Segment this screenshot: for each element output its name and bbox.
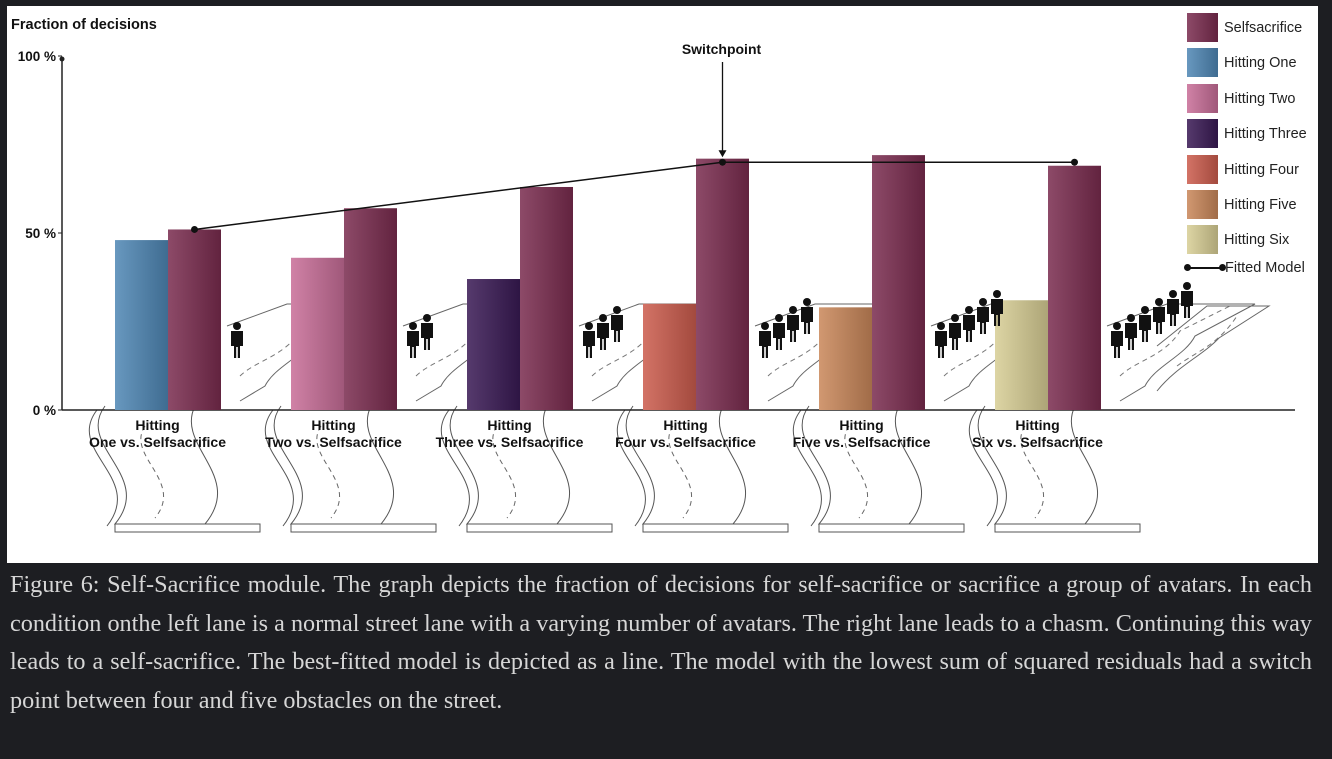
hitting-bar	[819, 307, 872, 410]
fitted-model-line: Switchpoint	[191, 41, 1078, 233]
avatar-group	[759, 298, 813, 358]
legend-item: Hitting Four	[1187, 152, 1318, 187]
legend-label: Fitted Model	[1225, 259, 1305, 276]
avatar-icon	[421, 314, 433, 350]
y-axis-label: Fraction of decisions	[11, 17, 157, 33]
chart-bars	[115, 155, 1101, 410]
avatar-icon	[991, 290, 1003, 326]
hitting-bar	[467, 279, 520, 410]
legend-swatch	[1187, 13, 1218, 42]
avatar-icon	[583, 322, 595, 358]
avatar-icon	[759, 322, 771, 358]
legend-swatch	[1187, 154, 1218, 184]
avatar-icon	[597, 314, 609, 350]
selfsacrifice-bar	[1048, 165, 1101, 410]
avatar-icon	[801, 298, 813, 334]
legend-label: Hitting Five	[1224, 196, 1297, 213]
avatar-icon	[949, 314, 961, 350]
legend-label: Selfsacrifice	[1224, 20, 1303, 36]
avatar-icon	[1125, 314, 1137, 350]
hitting-bar	[291, 257, 344, 410]
legend-swatch	[1187, 83, 1218, 113]
legend-item: Hitting Five	[1187, 187, 1318, 222]
category-label: Hitting Six vs. Selfsacrifice	[972, 417, 1103, 450]
category-label: Hitting Four vs. Selfsacrifice	[615, 417, 756, 450]
avatar-icon	[1111, 322, 1123, 358]
selfsacrifice-bar	[344, 208, 397, 410]
legend-label: Hitting Three	[1224, 126, 1307, 143]
category-labels: Hitting One vs. Selfsacrifice Hitting Two v…	[89, 417, 1103, 450]
legend-item: Hitting Three	[1187, 116, 1318, 151]
avatar-icon	[231, 322, 243, 358]
avatar-icon	[977, 298, 989, 334]
avatar-icon	[1139, 306, 1151, 342]
avatar-group	[231, 322, 243, 358]
legend-swatch	[1187, 119, 1218, 149]
avatar-group	[583, 306, 623, 358]
legend-item: Fitted Model	[1184, 258, 1318, 293]
switchpoint-label: Switchpoint	[682, 41, 762, 57]
fitted-point	[1071, 158, 1078, 166]
hitting-bar	[115, 240, 168, 410]
avatar-icon	[935, 322, 947, 358]
legend-swatch	[1187, 48, 1218, 78]
avatar-icon	[773, 314, 785, 350]
selfsacrifice-bar	[520, 186, 573, 410]
chart-legend: Selfsacrifice Hitting One Hitting Two Hitti…	[1184, 10, 1318, 293]
legend-label: Hitting Four	[1224, 161, 1299, 178]
hitting-bar	[643, 303, 696, 410]
avatar-icon	[1167, 290, 1179, 326]
legend-label: Hitting One	[1224, 55, 1297, 72]
legend-swatch	[1187, 189, 1218, 219]
avatar-icon	[963, 306, 975, 342]
fitted-point	[191, 225, 198, 233]
selfsacrifice-bar	[696, 158, 749, 410]
legend-label: Hitting Six	[1224, 232, 1290, 249]
selfsacrifice-bar	[872, 155, 925, 410]
avatar-icon	[1181, 282, 1193, 318]
fitted-point	[719, 158, 726, 166]
avatar-groups	[231, 282, 1193, 358]
fitted-line	[194, 161, 1075, 231]
hitting-bar	[995, 300, 1048, 410]
y-tick-label: 0 %	[33, 403, 56, 418]
category-label: Hitting One vs. Selfsacrifice	[89, 417, 226, 450]
avatar-icon	[611, 306, 623, 342]
category-label: Hitting Five vs. Selfsacrifice	[793, 417, 931, 450]
legend-line-marker	[1184, 264, 1226, 272]
y-tick-label: 100 %	[18, 49, 56, 64]
avatar-group	[407, 314, 433, 358]
switchpoint-arrowhead	[718, 150, 727, 158]
selfsacrifice-bar	[168, 229, 221, 410]
figure-panel: Fraction of decisions 0 % 50 % 100 % Switch…	[7, 6, 1318, 563]
avatar-icon	[1153, 298, 1165, 334]
legend-item: Hitting Two	[1187, 81, 1318, 116]
y-axis-arrow	[59, 56, 65, 62]
legend-item: Selfsacrifice	[1187, 10, 1318, 45]
figure-caption: Figure 6: Self-Sacrifice module. The gra…	[10, 571, 1312, 714]
avatar-group	[935, 290, 1003, 358]
y-tick-label: 50 %	[25, 226, 56, 241]
legend-label: Hitting Two	[1224, 90, 1296, 107]
avatar-icon	[787, 306, 799, 342]
category-label: Hitting Two vs. Selfsacrifice	[265, 417, 402, 450]
bar-chart: Fraction of decisions 0 % 50 % 100 % Switch…	[11, 17, 1295, 533]
legend-item: Hitting One	[1187, 45, 1318, 80]
legend-swatch	[1187, 225, 1218, 255]
category-label: Hitting Three vs. Selfsacrifice	[436, 417, 584, 450]
legend-item: Hitting Six	[1187, 222, 1318, 257]
avatar-group	[1111, 282, 1193, 358]
avatar-icon	[407, 322, 419, 358]
